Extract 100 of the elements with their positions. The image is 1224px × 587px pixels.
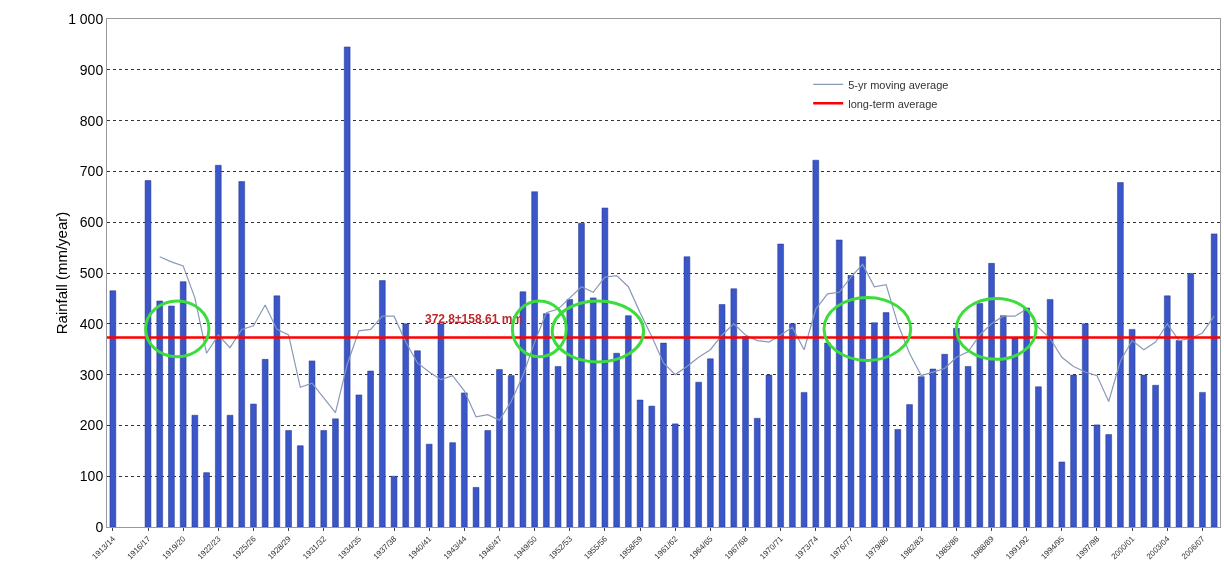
bar	[414, 350, 421, 527]
bar	[531, 191, 538, 527]
bar	[871, 322, 878, 527]
bar	[648, 405, 655, 527]
bar	[1070, 374, 1077, 527]
bar	[625, 315, 632, 527]
bar	[578, 222, 585, 527]
bar	[215, 165, 222, 527]
bar	[168, 305, 175, 527]
bar	[836, 239, 843, 527]
bar	[355, 394, 363, 527]
bar	[1128, 329, 1136, 527]
bar	[683, 256, 691, 527]
bar	[1175, 340, 1183, 527]
bar	[156, 300, 163, 527]
bar	[1011, 337, 1019, 527]
bar	[1023, 307, 1030, 527]
bar	[203, 472, 210, 527]
line-series	[159, 256, 1215, 421]
bar	[1117, 182, 1124, 527]
bar	[332, 418, 339, 527]
bar	[636, 399, 644, 527]
y-tick-label: 800	[79, 112, 104, 129]
bar	[1152, 385, 1159, 527]
bar	[906, 404, 913, 527]
y-tick-label: 200	[79, 417, 104, 434]
bar	[754, 418, 761, 527]
bar	[437, 323, 445, 527]
bar	[1082, 323, 1089, 527]
bar	[672, 423, 679, 527]
bar	[660, 342, 667, 527]
bar	[859, 256, 866, 527]
y-tick-label: 900	[79, 61, 104, 78]
bar	[343, 46, 351, 527]
bar	[508, 375, 515, 527]
bar	[847, 275, 855, 527]
bar	[1140, 374, 1148, 527]
bar	[250, 403, 257, 527]
legend-label: 5-yr moving average	[848, 78, 949, 91]
bar	[566, 299, 573, 527]
bar	[261, 359, 269, 527]
bar	[426, 443, 433, 527]
bar	[765, 374, 773, 527]
bar	[367, 370, 374, 527]
bar	[894, 429, 901, 527]
y-tick-label: 700	[79, 163, 104, 180]
y-axis-title: Rainfall (mm/year)	[53, 211, 70, 335]
bar	[1187, 273, 1194, 527]
bar	[718, 304, 726, 527]
bar	[777, 243, 784, 527]
bar	[1058, 461, 1066, 527]
bar	[707, 358, 714, 527]
bar	[554, 366, 562, 527]
bar	[472, 487, 480, 527]
bar	[953, 328, 960, 527]
bar	[1105, 434, 1112, 527]
bar	[730, 288, 737, 527]
bar	[695, 381, 702, 527]
bar	[285, 430, 292, 527]
bar	[613, 353, 620, 527]
bar	[1093, 424, 1101, 527]
bar	[976, 303, 984, 527]
bar	[461, 392, 468, 527]
bar	[742, 336, 749, 527]
bar	[226, 414, 234, 527]
bar	[918, 376, 925, 527]
bar	[1199, 392, 1206, 527]
bar	[320, 430, 327, 527]
legend-label: long-term average	[848, 97, 938, 110]
bar	[449, 442, 456, 527]
y-tick-label: 600	[79, 214, 104, 231]
bar	[238, 181, 245, 527]
bar	[988, 263, 995, 527]
y-tick-label: 400	[79, 315, 104, 332]
bar	[824, 342, 831, 527]
bar	[379, 280, 386, 527]
bar	[941, 354, 948, 527]
y-tick-label: 100	[79, 468, 104, 485]
bar	[929, 368, 937, 527]
bar	[496, 369, 503, 527]
bar	[308, 360, 316, 527]
bar	[191, 414, 199, 527]
bar	[144, 180, 152, 527]
bar	[273, 295, 281, 527]
bar	[1164, 295, 1171, 527]
bar	[1000, 315, 1007, 527]
bar	[179, 281, 187, 527]
bar	[590, 297, 597, 527]
bar	[964, 366, 972, 527]
y-tick-label: 1 000	[68, 10, 104, 27]
bar	[1210, 233, 1218, 527]
y-tick-label: 0	[95, 518, 104, 535]
bar	[800, 392, 808, 527]
bar	[109, 290, 117, 527]
bar	[402, 323, 409, 527]
bar	[1035, 386, 1042, 527]
y-tick-label: 500	[79, 264, 104, 281]
bar	[601, 207, 609, 527]
bar	[297, 445, 304, 527]
bar	[543, 313, 550, 527]
